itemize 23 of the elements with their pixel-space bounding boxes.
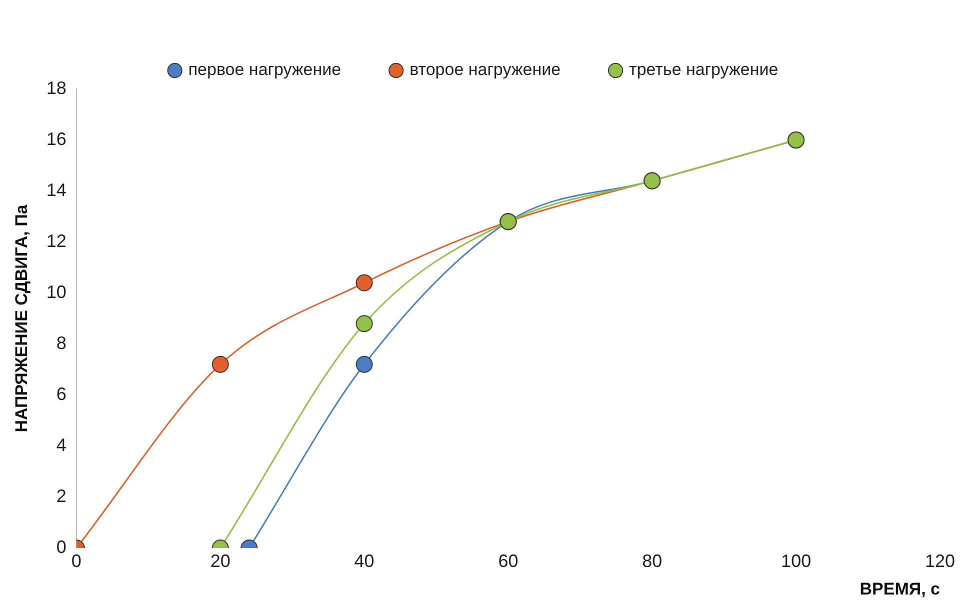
legend-label: первое нагружение (188, 60, 342, 80)
x-tick-label: 0 (71, 550, 82, 571)
y-tick-label: 16 (46, 128, 66, 149)
legend-label: третье нагружение (629, 60, 778, 80)
x-tick-label: 40 (354, 550, 374, 571)
y-tick-label: 0 (56, 536, 66, 557)
x-axis-title: ВРЕМЯ, с (860, 579, 940, 598)
legend-label: второе нагружение (410, 60, 561, 80)
x-tick-label: 20 (210, 550, 230, 571)
y-tick-label: 4 (56, 434, 66, 455)
x-tick-label: 100 (781, 550, 812, 571)
x-tick-label: 120 (924, 550, 956, 571)
y-tick-label: 6 (56, 384, 66, 404)
point (356, 315, 373, 332)
y-tick-label: 10 (46, 282, 66, 302)
y-tick-label: 2 (56, 486, 66, 506)
y-tick-label: 18 (46, 78, 66, 98)
y-tick-label: 12 (46, 230, 66, 251)
y-tick-label: 14 (46, 180, 66, 200)
y-tick-label: 8 (56, 332, 66, 353)
y-axis-title: НАПРЯЖЕНИЕ СДВИГА, Па (12, 204, 31, 432)
x-tick-label: 60 (498, 550, 518, 571)
x-tick-label: 80 (642, 550, 662, 571)
